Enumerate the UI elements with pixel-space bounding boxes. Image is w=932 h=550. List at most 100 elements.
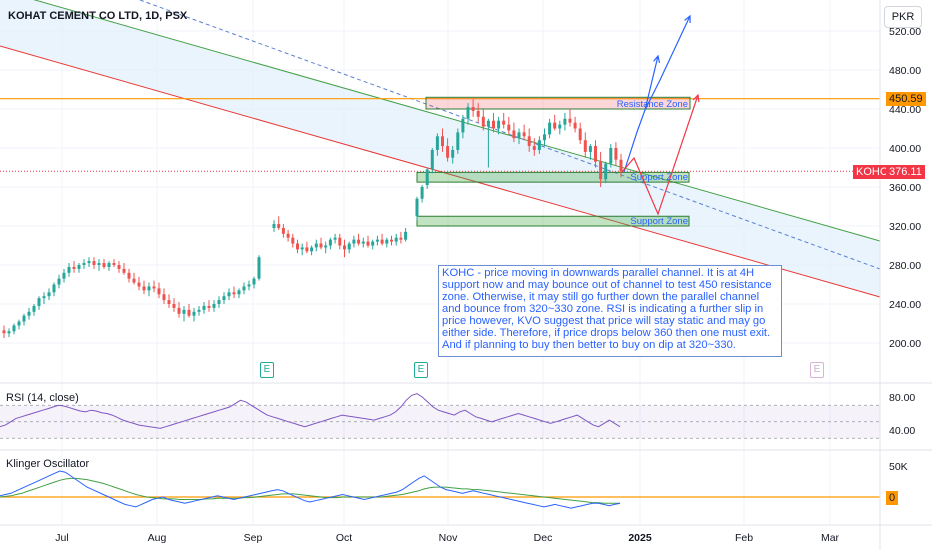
channel-lower-line <box>0 45 881 298</box>
candle-body <box>347 243 351 250</box>
candle-body <box>300 247 304 250</box>
candle-body <box>172 304 176 308</box>
candle-body <box>390 239 393 242</box>
candle-body <box>112 263 116 265</box>
price-tick-label: 520.00 <box>889 26 921 38</box>
candle-body <box>77 265 81 269</box>
candle-body <box>380 239 384 244</box>
price-tick-label: 240.00 <box>889 299 921 311</box>
candle-body <box>252 278 256 285</box>
candle-body <box>568 118 572 123</box>
candle-body <box>461 118 465 133</box>
candle-body <box>232 292 236 295</box>
candle-body <box>558 124 562 129</box>
candle-body <box>67 266 71 273</box>
candle-body <box>466 107 470 119</box>
parallel-channel <box>0 0 881 298</box>
candle-body <box>614 148 618 160</box>
symbol-title: KOHAT CEMENT CO LTD, 1D, PSX <box>8 10 188 22</box>
candle-body <box>420 187 424 199</box>
channel-fill <box>0 0 880 297</box>
resistance-price-tag: 450.59 <box>886 92 926 106</box>
candle-body <box>619 159 623 172</box>
candle-body <box>352 239 356 244</box>
time-label: Sep <box>244 532 263 544</box>
candle-body <box>222 296 226 301</box>
symbol-tag: KOHC <box>853 165 891 179</box>
candle-body <box>319 243 323 248</box>
klinger-zero-tag: 0 <box>886 491 899 505</box>
rsi-pane: 80.00 40.00 <box>0 392 915 439</box>
candle-body <box>430 149 434 170</box>
arrow-bullish-1 <box>623 55 659 173</box>
candle-body <box>497 120 501 129</box>
candle-body <box>507 124 511 131</box>
channel-upper-line <box>33 0 881 242</box>
price-tick-label: 440.00 <box>889 104 921 116</box>
analysis-note: KOHC - price moving in downwards paralle… <box>438 265 782 357</box>
candle-body <box>57 278 61 285</box>
candle-body <box>371 241 375 246</box>
arrow-bullish-1-head <box>653 54 661 63</box>
candle-body <box>137 282 141 287</box>
arrow-dip-then-rise <box>621 94 699 216</box>
candle-body <box>277 224 281 228</box>
support-zone-label: Support Zone <box>630 172 688 183</box>
candle-body <box>502 120 506 125</box>
candle-body <box>127 272 131 279</box>
candle-body <box>202 305 206 310</box>
candles <box>2 99 623 339</box>
klinger-pane: 50K <box>0 461 908 509</box>
channel-midline <box>139 0 881 270</box>
rsi-label[interactable]: RSI (14, close) <box>6 392 79 404</box>
candle-body <box>17 321 21 326</box>
support-zone-label: Support Zone <box>630 216 688 227</box>
candle-body <box>22 315 26 322</box>
candle-body <box>212 304 216 308</box>
candle-body <box>192 311 196 316</box>
klinger-label[interactable]: Klinger Oscillator <box>6 458 90 470</box>
earnings-marker[interactable]: E <box>414 362 428 378</box>
candle-body <box>527 136 531 147</box>
currency-button[interactable]: PKR <box>884 6 922 28</box>
candle-body <box>385 239 389 244</box>
candle-body <box>87 261 91 264</box>
candle-body <box>588 146 592 152</box>
candle-body <box>247 284 251 287</box>
candle-body <box>97 263 101 265</box>
candle-body <box>578 128 582 141</box>
rsi-line <box>0 393 621 429</box>
candle-body <box>257 257 261 279</box>
earnings-marker-upcoming[interactable]: E <box>810 362 824 378</box>
candle-body <box>167 300 171 304</box>
candle-body <box>162 294 166 301</box>
candle-body <box>548 122 552 135</box>
candle-body <box>394 237 398 242</box>
candle-body <box>147 286 151 291</box>
candle-body <box>399 237 403 240</box>
candle-body <box>609 148 613 164</box>
candle-body <box>522 132 526 137</box>
candle-body <box>492 120 495 129</box>
candle-body <box>12 325 16 332</box>
klinger-signal-line <box>0 477 620 504</box>
candle-body <box>286 233 290 238</box>
candle-body <box>604 163 608 180</box>
support-zone-box <box>416 171 690 183</box>
candle-body <box>32 305 36 312</box>
candle-body <box>446 146 450 158</box>
candle-body <box>314 243 318 248</box>
candle-body <box>217 300 221 304</box>
candle-body <box>333 237 337 240</box>
price-tick-label: 320.00 <box>889 221 921 233</box>
candle-body <box>82 263 86 265</box>
candle-body <box>537 140 541 150</box>
candle-body <box>375 239 379 242</box>
candle-body <box>357 239 361 244</box>
earnings-marker[interactable]: E <box>260 362 274 378</box>
candle-body <box>142 286 146 291</box>
candle-body <box>451 149 455 158</box>
support-zone-box <box>416 215 690 227</box>
time-label: Oct <box>336 532 352 544</box>
